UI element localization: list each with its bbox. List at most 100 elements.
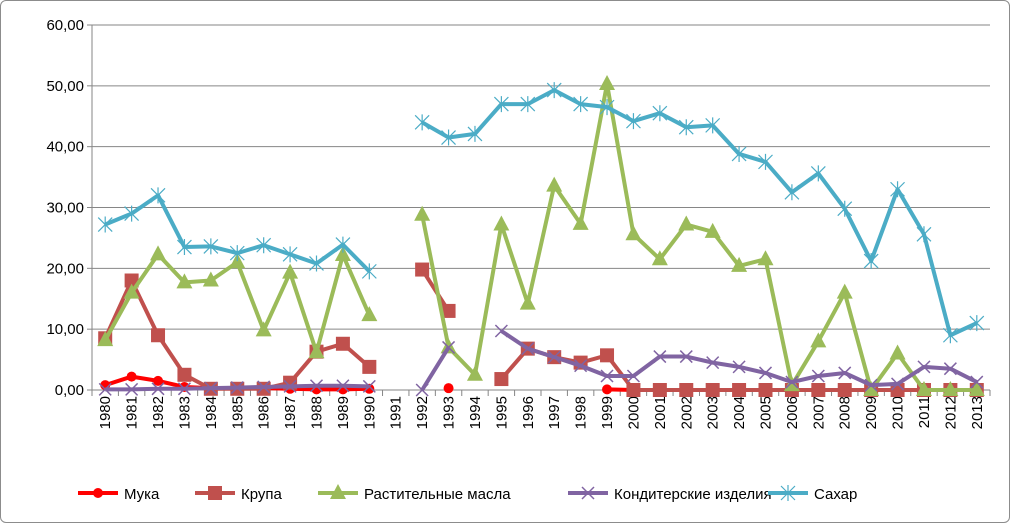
data-point	[653, 350, 667, 364]
x-tick-label: 1991	[388, 396, 405, 429]
data-point	[336, 379, 350, 393]
data-point	[679, 383, 694, 397]
data-point	[440, 338, 457, 354]
x-tick-label: 2013	[969, 396, 986, 429]
data-point	[521, 342, 535, 356]
x-tick-label: 2000	[625, 396, 642, 429]
y-axis-ticks: 0,00 10,00 20,00 30,00 40,00 50,00 60,00	[46, 17, 84, 399]
data-point	[257, 380, 271, 394]
x-tick-label: 2010	[890, 396, 907, 429]
data-point	[731, 256, 748, 272]
data-point	[757, 250, 774, 266]
data-point	[810, 165, 826, 182]
x-tick-label: 2012	[942, 396, 959, 429]
x-tick-label: 2002	[678, 396, 695, 429]
data-point	[520, 96, 536, 113]
data-point	[335, 336, 350, 351]
data-point	[863, 253, 879, 270]
data-point	[309, 255, 324, 272]
data-point	[177, 239, 192, 256]
data-point	[282, 263, 299, 279]
x-tick-label: 1999	[599, 396, 616, 429]
data-point	[917, 360, 931, 374]
x-tick-label: 1981	[124, 396, 141, 429]
data-point	[758, 383, 773, 397]
data-point	[732, 383, 747, 397]
data-point	[837, 383, 852, 397]
y-tick-label: 30,00	[46, 200, 84, 217]
data-point	[443, 383, 454, 394]
data-point	[599, 99, 615, 116]
x-tick-label: 1985	[229, 396, 246, 429]
data-point	[151, 328, 166, 343]
data-point	[256, 237, 272, 254]
data-point	[678, 215, 695, 231]
data-point	[704, 222, 721, 238]
data-point	[784, 184, 800, 201]
data-point	[810, 332, 827, 348]
data-point	[202, 271, 219, 287]
data-point	[678, 119, 694, 136]
data-point	[177, 367, 192, 382]
data-point	[415, 262, 430, 277]
data-point	[573, 96, 589, 113]
data-point	[466, 365, 483, 381]
data-point	[600, 369, 614, 383]
data-point	[599, 75, 616, 91]
legend-label: Растительные масла	[364, 486, 511, 503]
data-point	[625, 225, 642, 241]
x-tick-label: 1986	[256, 396, 273, 429]
data-point	[208, 486, 222, 500]
data-point	[176, 273, 193, 289]
data-point	[602, 384, 613, 395]
data-point	[126, 371, 137, 382]
data-point	[600, 348, 615, 363]
x-axis-ticks: 1980 1981 1982 1983 1984 1985 1986 1987 1988 1989…	[97, 396, 986, 429]
gridlines	[87, 24, 991, 396]
x-tick-label: 1987	[282, 396, 299, 429]
data-point	[151, 382, 165, 396]
data-point	[758, 366, 773, 380]
data-point	[229, 245, 245, 262]
data-point	[547, 350, 561, 364]
data-point	[970, 375, 984, 389]
data-point	[97, 216, 113, 233]
data-point	[706, 356, 720, 370]
series-line	[420, 346, 451, 392]
data-point	[574, 359, 588, 373]
data-point	[811, 369, 825, 383]
data-point	[98, 382, 112, 396]
legend: Мука Крупа Растительные масла Кондитерские …	[78, 484, 857, 503]
data-point	[863, 381, 880, 396]
data-point	[546, 176, 563, 192]
data-point	[441, 129, 456, 146]
x-tick-label: 2003	[705, 396, 722, 429]
data-point	[969, 315, 985, 332]
data-point	[361, 263, 377, 280]
data-point	[837, 200, 853, 217]
series-line	[421, 88, 978, 338]
data-point	[942, 327, 958, 344]
data-point	[731, 145, 747, 162]
data-point	[467, 125, 483, 142]
data-point	[626, 113, 641, 130]
x-tick-label: 2007	[810, 396, 827, 429]
data-point	[890, 181, 905, 198]
data-point	[414, 205, 431, 221]
data-point	[626, 369, 640, 383]
y-tick-label: 50,00	[46, 78, 84, 95]
data-point	[230, 381, 244, 395]
x-tick-label: 2006	[784, 396, 801, 429]
x-tick-label: 1989	[335, 396, 352, 429]
data-point	[177, 382, 191, 396]
data-point	[415, 383, 429, 397]
data-point	[651, 250, 668, 266]
data-point	[838, 366, 852, 380]
x-tick-label: 1982	[150, 396, 167, 429]
data-point	[362, 379, 376, 393]
y-tick-label: 10,00	[46, 321, 84, 338]
data-point	[361, 306, 378, 322]
data-point	[414, 114, 430, 131]
